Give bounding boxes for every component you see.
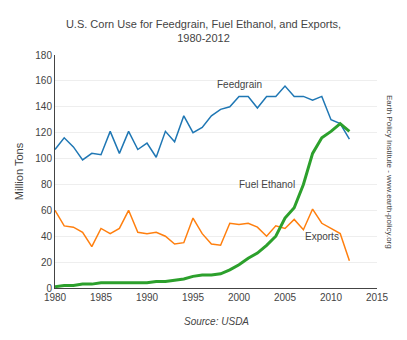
svg-text:1995: 1995 — [182, 292, 205, 303]
svg-text:40: 40 — [41, 231, 53, 242]
svg-text:Exports: Exports — [305, 231, 339, 242]
svg-text:120: 120 — [35, 127, 52, 138]
svg-text:2005: 2005 — [274, 292, 297, 303]
svg-text:60: 60 — [41, 205, 53, 216]
svg-text:100: 100 — [35, 153, 52, 164]
svg-text:U.S. Corn Use for Feedgrain, F: U.S. Corn Use for Feedgrain, Fuel Ethano… — [66, 18, 341, 44]
svg-text:180: 180 — [35, 50, 52, 61]
svg-text:1990: 1990 — [136, 292, 159, 303]
svg-text:Feedgrain: Feedgrain — [217, 79, 262, 90]
svg-text:2000: 2000 — [228, 292, 251, 303]
svg-text:1980: 1980 — [44, 292, 67, 303]
svg-text:20: 20 — [41, 257, 53, 268]
svg-text:Million Tons: Million Tons — [13, 142, 25, 200]
svg-text:Earth Policy Institute - www.e: Earth Policy Institute - www.earth-polic… — [385, 95, 394, 249]
svg-text:140: 140 — [35, 101, 52, 112]
svg-text:160: 160 — [35, 75, 52, 86]
svg-text:0: 0 — [46, 283, 52, 294]
svg-text:2010: 2010 — [320, 292, 343, 303]
svg-text:80: 80 — [41, 179, 53, 190]
svg-text:2015: 2015 — [366, 292, 389, 303]
svg-text:1985: 1985 — [90, 292, 113, 303]
svg-text:Source: USDA: Source: USDA — [184, 316, 249, 327]
svg-text:Fuel Ethanol: Fuel Ethanol — [239, 179, 295, 190]
